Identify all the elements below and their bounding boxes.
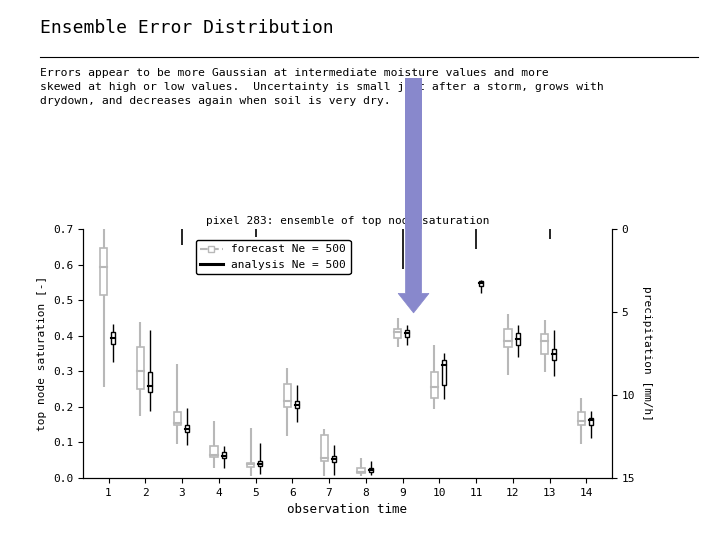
Bar xyxy=(541,334,549,354)
Bar xyxy=(100,248,107,295)
Bar xyxy=(247,463,254,467)
Bar xyxy=(332,456,336,462)
Y-axis label: precipitation [mm/h]: precipitation [mm/h] xyxy=(642,286,652,421)
Bar xyxy=(258,461,262,466)
Title: pixel 283: ensemble of top node saturation: pixel 283: ensemble of top node saturati… xyxy=(206,216,489,226)
Bar xyxy=(148,372,152,392)
Bar xyxy=(137,347,144,389)
Bar xyxy=(320,435,328,461)
Y-axis label: top node saturation [-]: top node saturation [-] xyxy=(37,276,48,431)
Bar xyxy=(210,446,217,457)
Bar xyxy=(174,412,181,424)
Bar xyxy=(504,329,512,347)
Text: Ensemble Error Distribution: Ensemble Error Distribution xyxy=(40,19,333,37)
Text: Errors appear to be more Gaussian at intermediate moisture values and more
skewe: Errors appear to be more Gaussian at int… xyxy=(40,68,603,105)
Bar xyxy=(357,468,364,473)
Bar xyxy=(552,349,557,360)
Bar xyxy=(479,281,483,286)
Bar xyxy=(222,453,225,458)
X-axis label: observation time: observation time xyxy=(287,503,408,516)
Bar xyxy=(185,426,189,433)
Bar xyxy=(112,332,115,344)
Bar xyxy=(369,468,372,472)
Bar xyxy=(442,360,446,385)
Bar xyxy=(295,401,299,408)
Bar xyxy=(516,333,520,345)
Bar xyxy=(578,412,585,426)
Bar xyxy=(589,418,593,426)
Legend: forecast Ne = 500, analysis Ne = 500: forecast Ne = 500, analysis Ne = 500 xyxy=(196,240,351,274)
Bar xyxy=(431,372,438,398)
Polygon shape xyxy=(398,222,429,313)
Bar xyxy=(394,329,402,338)
Bar xyxy=(405,329,410,336)
Bar xyxy=(284,384,291,407)
